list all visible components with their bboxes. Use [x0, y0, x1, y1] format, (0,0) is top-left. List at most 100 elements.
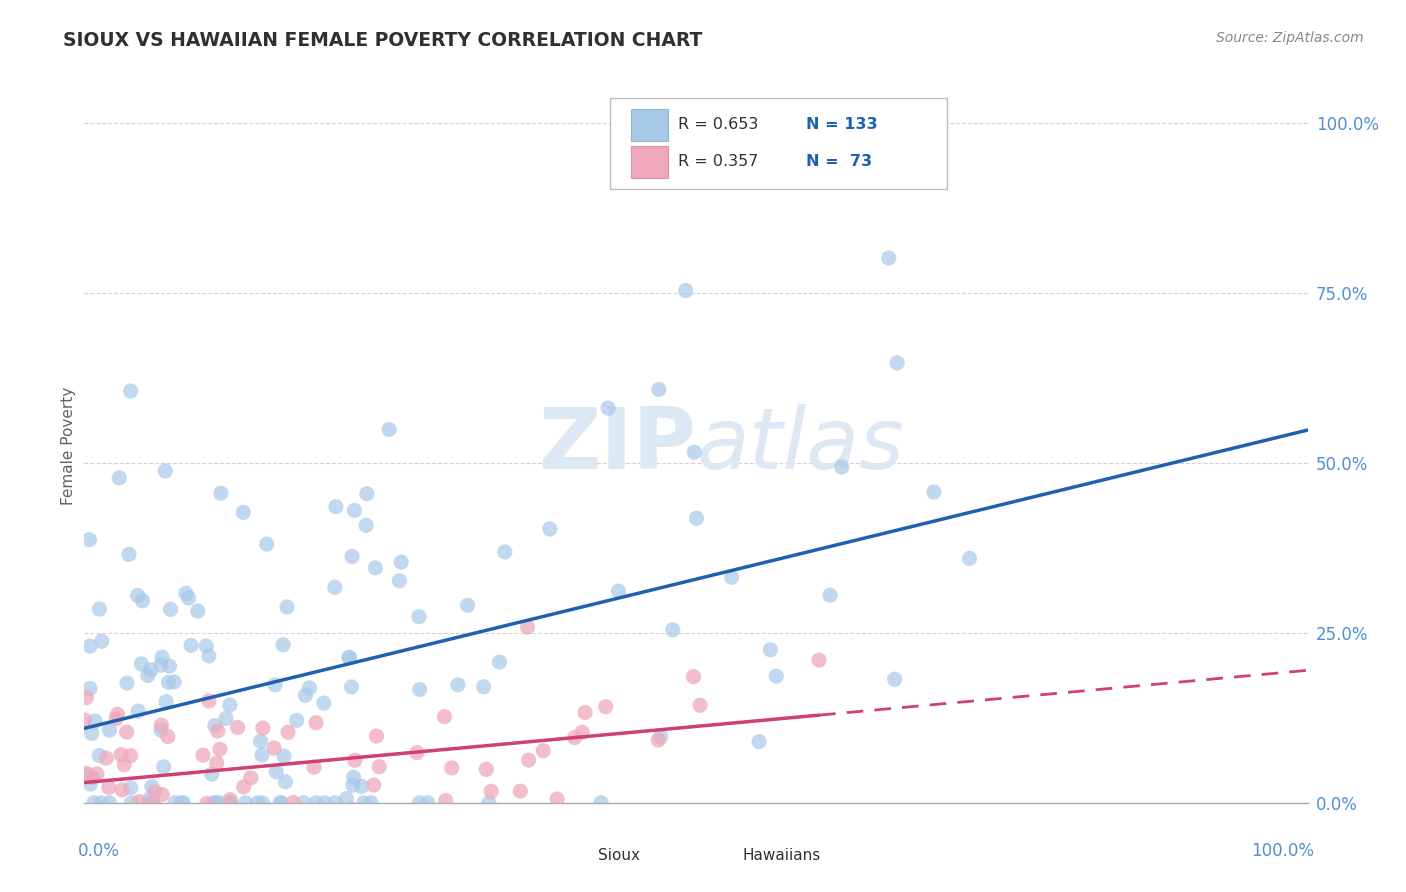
Point — [447, 678, 470, 692]
Point — [292, 796, 315, 810]
Point — [595, 699, 617, 714]
Point — [226, 721, 249, 735]
Text: Hawaiians: Hawaiians — [742, 848, 821, 863]
Point — [354, 518, 377, 533]
Point — [157, 675, 180, 690]
Point — [105, 712, 128, 726]
Point — [343, 503, 366, 517]
Point — [150, 718, 173, 732]
Point — [208, 796, 231, 810]
Point — [98, 796, 121, 810]
Point — [83, 796, 105, 810]
Point — [246, 796, 269, 810]
Point — [360, 796, 382, 810]
Point — [90, 634, 112, 648]
Point — [516, 620, 538, 634]
Point — [457, 599, 479, 613]
Text: Source: ZipAtlas.com: Source: ZipAtlas.com — [1216, 31, 1364, 45]
Text: 100.0%: 100.0% — [1251, 842, 1313, 860]
Point — [173, 796, 195, 810]
Point — [472, 680, 495, 694]
Point — [150, 788, 173, 802]
Point — [89, 809, 111, 823]
Point — [765, 669, 787, 683]
Point — [682, 670, 704, 684]
Point — [249, 734, 271, 748]
Point — [142, 796, 165, 810]
Point — [818, 588, 841, 602]
Point — [112, 757, 135, 772]
Point — [323, 796, 346, 810]
Point — [433, 709, 456, 723]
Point — [150, 650, 173, 665]
Text: 0.0%: 0.0% — [79, 842, 120, 860]
Point — [250, 747, 273, 762]
Point — [101, 809, 124, 823]
Point — [219, 792, 242, 806]
Point — [127, 704, 149, 718]
Point — [416, 796, 439, 810]
Point — [378, 422, 401, 436]
Point — [84, 714, 107, 728]
Point — [808, 653, 831, 667]
Point — [598, 401, 620, 416]
Point — [434, 793, 457, 807]
Point — [141, 780, 163, 794]
Point — [110, 747, 132, 762]
Point — [177, 591, 200, 605]
Point — [350, 780, 373, 794]
Point — [77, 767, 100, 781]
Point — [325, 500, 347, 514]
Point — [176, 809, 198, 823]
Point — [285, 805, 308, 820]
Point — [675, 284, 697, 298]
Point — [388, 574, 411, 588]
Point — [650, 730, 672, 744]
Point — [108, 471, 131, 485]
Point — [759, 642, 782, 657]
Point — [571, 725, 593, 739]
Point — [120, 780, 142, 795]
Point — [589, 796, 612, 810]
Point — [79, 533, 101, 547]
Point — [337, 650, 360, 665]
Point — [648, 383, 671, 397]
Point — [191, 748, 214, 763]
Point — [174, 586, 197, 600]
Point — [219, 796, 242, 810]
Point — [75, 690, 97, 705]
Text: Sioux: Sioux — [598, 848, 640, 863]
Point — [538, 522, 561, 536]
Point — [475, 762, 498, 776]
Point — [219, 698, 242, 712]
Point — [886, 356, 908, 370]
Point — [263, 741, 285, 756]
Point — [959, 551, 981, 566]
Point — [79, 639, 101, 653]
Point — [314, 796, 336, 810]
Point — [141, 797, 163, 811]
Point — [75, 766, 97, 780]
Point — [198, 694, 221, 708]
Point — [120, 748, 142, 763]
Point — [689, 698, 711, 713]
Point — [264, 678, 287, 692]
Point — [273, 749, 295, 764]
Point — [363, 778, 385, 792]
Point — [82, 771, 104, 785]
Point — [831, 460, 853, 475]
Point — [136, 668, 159, 682]
Point — [79, 777, 101, 791]
Point — [298, 681, 321, 695]
Point — [269, 796, 291, 810]
Point — [340, 680, 363, 694]
Point — [107, 707, 129, 722]
Point — [256, 537, 278, 551]
Point — [120, 384, 142, 398]
Point — [340, 549, 363, 564]
Point — [720, 570, 742, 584]
Point — [170, 796, 193, 810]
Point — [232, 780, 254, 794]
Point — [115, 725, 138, 739]
Point — [922, 485, 945, 500]
